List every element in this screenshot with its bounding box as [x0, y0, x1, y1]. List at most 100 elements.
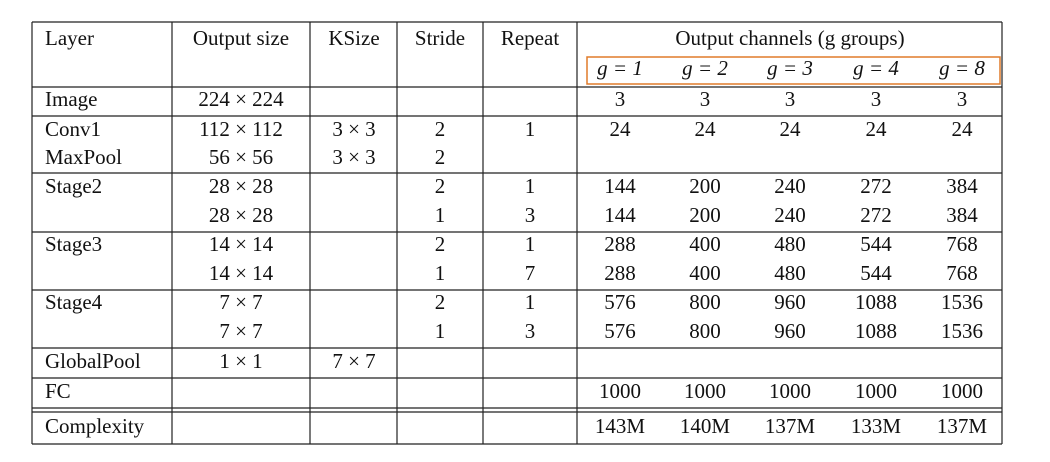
- header-cell: Output channels (g groups): [675, 26, 904, 50]
- cell: 2: [435, 145, 446, 169]
- cell: 384: [946, 174, 978, 198]
- row-label: Stage4: [45, 290, 103, 314]
- cell: 800: [689, 319, 721, 343]
- row-label: FC: [45, 379, 71, 403]
- cell: 1: [435, 319, 446, 343]
- cell: 3: [700, 87, 711, 111]
- cell: 2: [435, 174, 446, 198]
- cell: 768: [946, 261, 978, 285]
- cell: 1088: [855, 290, 897, 314]
- cell: 576: [604, 319, 636, 343]
- cell: 3: [785, 87, 796, 111]
- cell: 480: [774, 261, 806, 285]
- cell: 112 × 112: [199, 117, 283, 141]
- cell: 7 × 7: [219, 290, 262, 314]
- cell: 133M: [851, 414, 902, 438]
- cell: 400: [689, 261, 721, 285]
- header-cell: Stride: [415, 26, 465, 50]
- cell: 480: [774, 232, 806, 256]
- cell: 576: [604, 290, 636, 314]
- cell: 28 × 28: [209, 203, 273, 227]
- cell: 1: [525, 232, 536, 256]
- cell: 24: [866, 117, 888, 141]
- cell: 137M: [937, 414, 988, 438]
- cell: 960: [774, 290, 806, 314]
- cell: 1000: [769, 379, 811, 403]
- cell: 800: [689, 290, 721, 314]
- cell: 544: [860, 232, 892, 256]
- cell: 3 × 3: [332, 145, 375, 169]
- cell: 137M: [765, 414, 816, 438]
- cell: 1536: [941, 290, 983, 314]
- cell: 1536: [941, 319, 983, 343]
- cell: 1000: [941, 379, 983, 403]
- cell: 7: [525, 261, 536, 285]
- header-cell: KSize: [328, 26, 379, 50]
- cell: 288: [604, 232, 636, 256]
- cell: 3: [525, 319, 536, 343]
- cell: 3: [525, 203, 536, 227]
- row-label: Complexity: [45, 414, 145, 438]
- cell: 288: [604, 261, 636, 285]
- header-cell: Output size: [193, 26, 289, 50]
- cell: 143M: [595, 414, 646, 438]
- header-cell: Repeat: [501, 26, 559, 50]
- cell: 3: [957, 87, 968, 111]
- cell: 24: [610, 117, 632, 141]
- row-label: MaxPool: [45, 145, 122, 169]
- cell: 14 × 14: [209, 261, 274, 285]
- cell: 7 × 7: [332, 349, 375, 373]
- row-label: Conv1: [45, 117, 101, 141]
- cell: 2: [435, 117, 446, 141]
- cell: 1: [435, 261, 446, 285]
- cell: 1000: [855, 379, 897, 403]
- cell: 224 × 224: [198, 87, 284, 111]
- cell: 140M: [680, 414, 731, 438]
- cell: 3: [615, 87, 626, 111]
- cell: 200: [689, 203, 721, 227]
- cell: 1000: [599, 379, 641, 403]
- cell: 1: [525, 174, 536, 198]
- group-header-cell: g = 2: [682, 56, 728, 80]
- row-label: Stage2: [45, 174, 102, 198]
- cell: 24: [695, 117, 717, 141]
- group-header-cell: g = 1: [597, 56, 643, 80]
- cell: 1: [525, 290, 536, 314]
- cell: 400: [689, 232, 721, 256]
- cell: 24: [780, 117, 802, 141]
- cell: 1088: [855, 319, 897, 343]
- cell: 240: [774, 203, 806, 227]
- cell: 2: [435, 232, 446, 256]
- cell: 544: [860, 261, 892, 285]
- cell: 768: [946, 232, 978, 256]
- row-label: Image: [45, 87, 97, 111]
- cell: 3 × 3: [332, 117, 375, 141]
- cell: 384: [946, 203, 978, 227]
- group-header-cell: g = 3: [767, 56, 813, 80]
- cell: 3: [871, 87, 882, 111]
- cell: 24: [952, 117, 974, 141]
- cell: 14 × 14: [209, 232, 274, 256]
- cell: 28 × 28: [209, 174, 273, 198]
- cell: 1 × 1: [219, 349, 262, 373]
- highlight-box: [586, 56, 1001, 85]
- group-header-cell: g = 4: [853, 56, 899, 80]
- cell: 272: [860, 203, 892, 227]
- cell: 1: [435, 203, 446, 227]
- cell: 1: [525, 117, 536, 141]
- cell: 7 × 7: [219, 319, 262, 343]
- row-label: GlobalPool: [45, 349, 141, 373]
- cell: 272: [860, 174, 892, 198]
- cell: 960: [774, 319, 806, 343]
- cell: 2: [435, 290, 446, 314]
- row-label: Stage3: [45, 232, 102, 256]
- cell: 144: [604, 203, 636, 227]
- cell: 200: [689, 174, 721, 198]
- cell: 240: [774, 174, 806, 198]
- cell: 144: [604, 174, 636, 198]
- header-cell: Layer: [45, 26, 94, 50]
- group-header-cell: g = 8: [939, 56, 985, 80]
- cell: 1000: [684, 379, 726, 403]
- cell: 56 × 56: [209, 145, 273, 169]
